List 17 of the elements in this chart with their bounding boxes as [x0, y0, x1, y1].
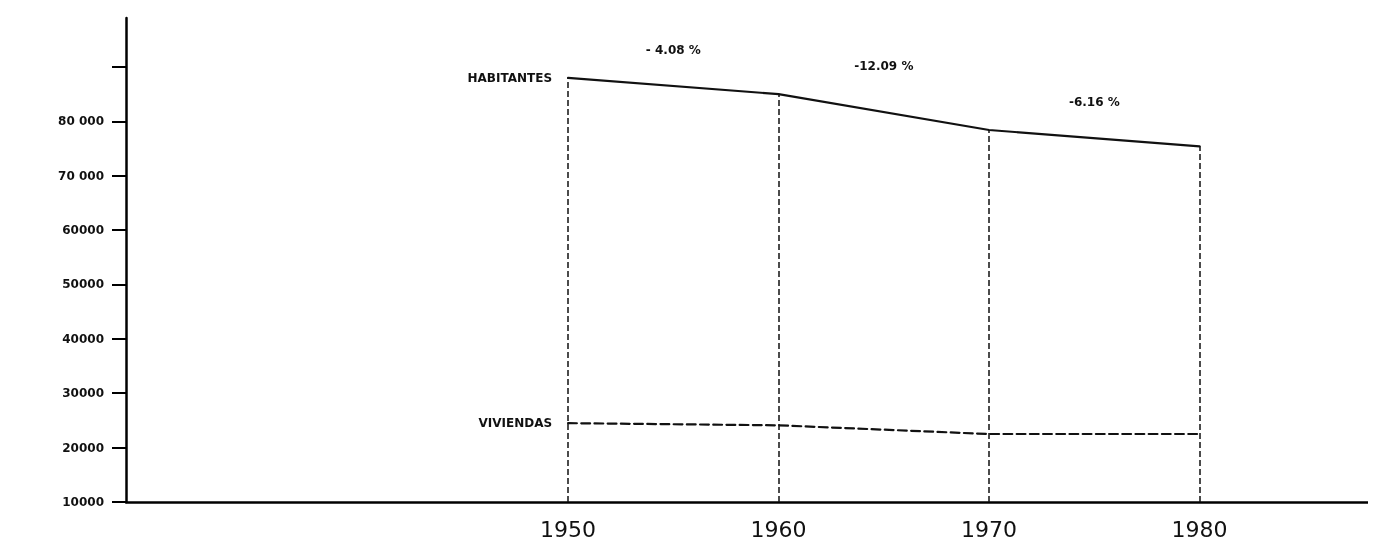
annotation: -12.09 % [854, 59, 914, 74]
y-tick-label: 60000 [62, 223, 104, 238]
x-tick-label: 1970 [961, 516, 1018, 542]
x-tick-label: 1960 [750, 516, 807, 542]
y-tick-label: 10000 [62, 495, 104, 509]
y-tick-label: 70 000 [58, 168, 104, 183]
x-tick-label: 1950 [540, 516, 597, 542]
y-tick-label: 30000 [62, 386, 104, 401]
series-label: HABITANTES [467, 70, 553, 85]
x-tick-label: 1980 [1171, 516, 1228, 542]
y-tick-label: 40000 [62, 331, 104, 346]
annotation: -6.16 % [1068, 95, 1120, 110]
y-tick-label: 50000 [62, 277, 104, 292]
y-tick-label: 20000 [62, 440, 104, 455]
annotation: - 4.08 % [645, 42, 701, 57]
y-tick-label: 80 000 [58, 114, 104, 129]
series-label: VIVIENDAS [478, 416, 553, 431]
